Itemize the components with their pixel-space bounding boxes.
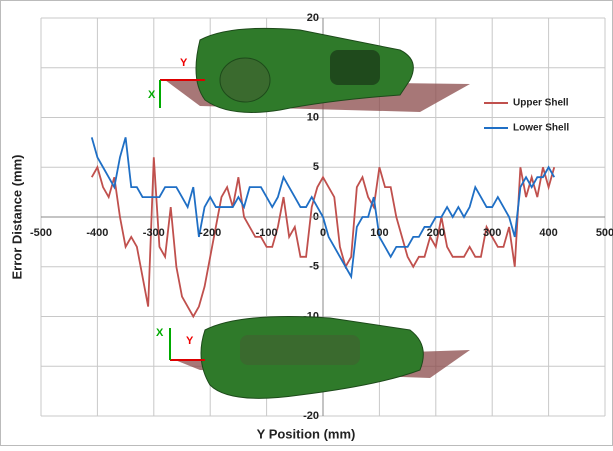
axis-label: X (148, 89, 156, 101)
y-tick-label: 5 (313, 161, 319, 173)
x-tick-label: -100 (256, 227, 278, 239)
chart: -20-15-10-505101520 Y X X Y Upper ShellL… (0, 0, 613, 446)
x-tick-label: 200 (427, 227, 445, 239)
x-tick-label: 0 (320, 227, 326, 239)
axis-label: Y (180, 57, 188, 69)
y-tick-label: 20 (307, 12, 319, 24)
axis-label: X (156, 327, 164, 339)
x-tick-label: -200 (199, 227, 221, 239)
axis-label: Y (186, 335, 194, 347)
x-tick-label: -300 (143, 227, 165, 239)
y-tick-label: -20 (303, 410, 319, 422)
x-tick-label: -400 (86, 227, 108, 239)
x-tick-label: 500 (596, 227, 613, 239)
legend-label: Upper Shell (513, 98, 569, 109)
y-tick-label: 10 (307, 111, 319, 123)
x-tick-label: 400 (539, 227, 557, 239)
x-tick-label: 100 (370, 227, 388, 239)
x-axis-title: Y Position (mm) (257, 426, 356, 441)
x-tick-label: -500 (30, 227, 52, 239)
y-tick-label: -5 (309, 261, 319, 273)
y-axis-title: Error Distance (mm) (9, 155, 24, 280)
x-tick-label: 300 (483, 227, 501, 239)
legend-label: Lower Shell (513, 123, 569, 134)
